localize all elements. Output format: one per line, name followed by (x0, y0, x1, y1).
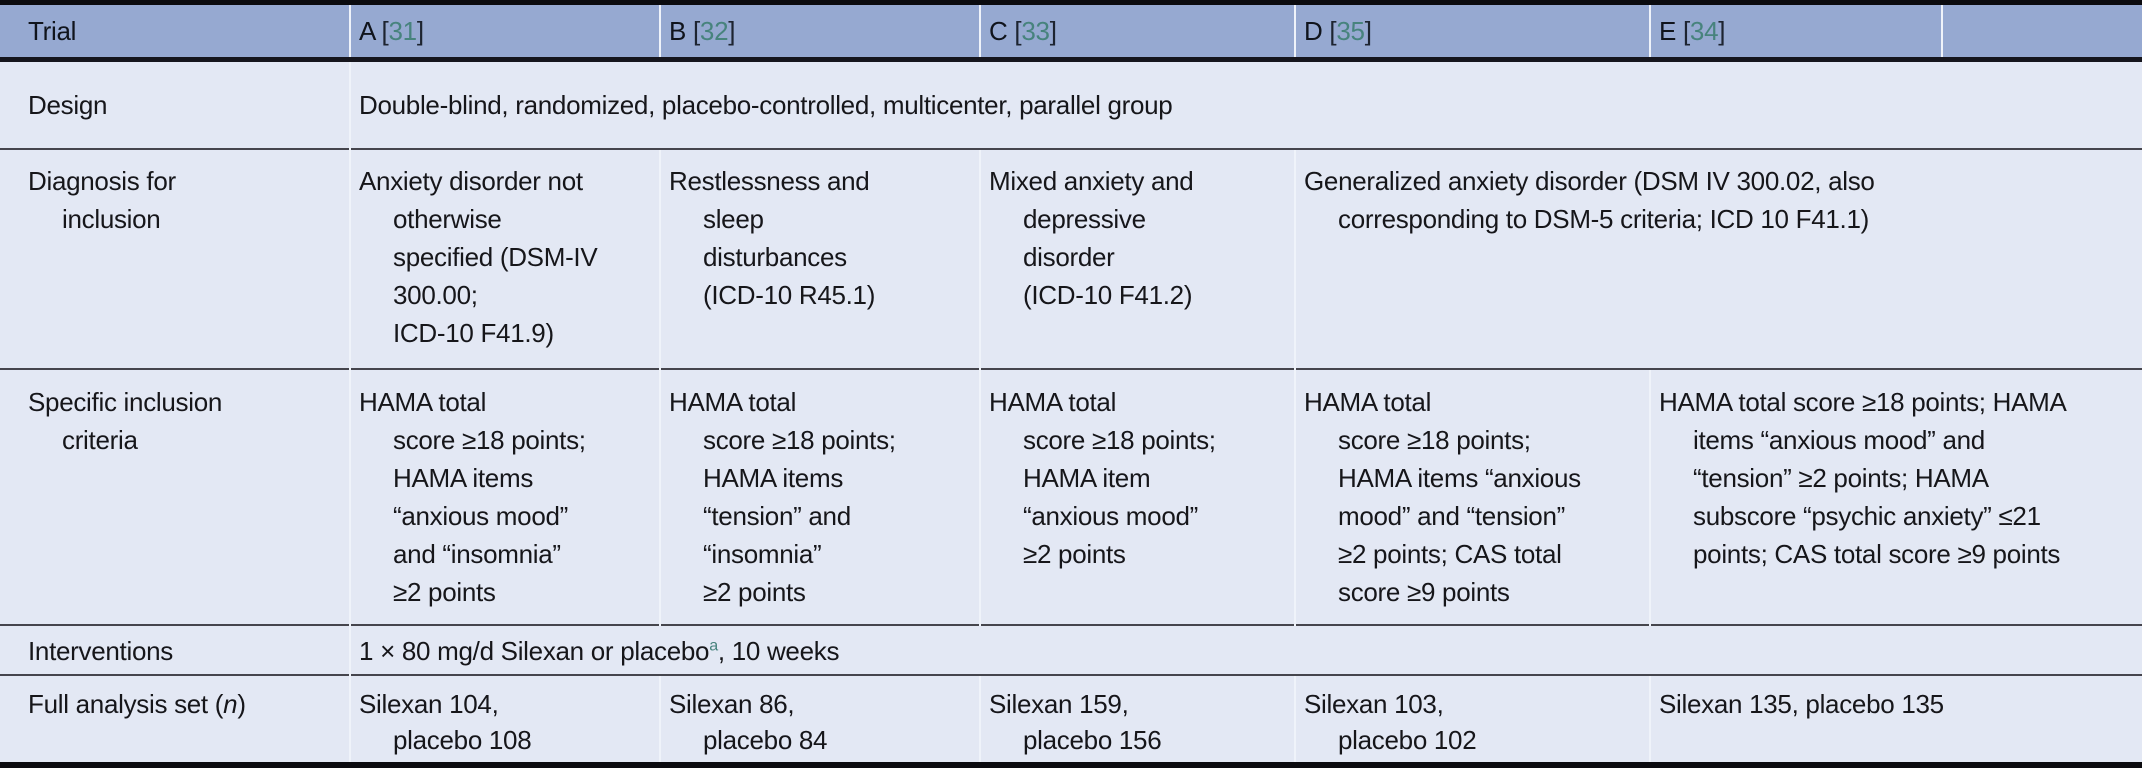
citation-bracket: [ (1682, 16, 1690, 46)
cell-criteria-c: HAMA total score ≥18 points; HAMA item “… (979, 368, 1295, 625)
citation-bracket: ] (1718, 16, 1726, 46)
header-cell-trial-e: E [34] (1649, 2, 1942, 60)
interventions-text: 1 × 80 mg/d Silexan or placebo (359, 636, 710, 666)
cell-diagnosis-c: Mixed anxiety and depressive disorder (I… (979, 148, 1295, 369)
cell-diagnosis-a: Anxiety disorder not otherwise specified… (349, 148, 660, 369)
cell-full-analysis-c: Silexan 159, placebo 156 (979, 674, 1295, 765)
cell-diagnosis-de: Generalized anxiety disorder (DSM IV 300… (1294, 148, 2142, 369)
citation-link-32[interactable]: 32 (699, 16, 729, 46)
cell-criteria-d: HAMA total score ≥18 points; HAMA items … (1294, 368, 1650, 625)
citation-bracket: [ (381, 16, 389, 46)
cell-criteria-b: HAMA total score ≥18 points; HAMA items … (659, 368, 980, 625)
header-cell-trial-d: D [35] (1294, 2, 1650, 60)
row-label-full-analysis-set: Full analysis set (n) (0, 674, 350, 765)
header-cell-trial-c: C [33] (979, 2, 1295, 60)
footnote-marker-a[interactable]: a (709, 636, 718, 655)
full-analysis-label-close: ) (237, 689, 246, 719)
row-label-interventions: Interventions (0, 624, 350, 675)
trial-letter: C (989, 16, 1008, 46)
citation-link-34[interactable]: 34 (1689, 16, 1719, 46)
trial-letter: D (1304, 16, 1323, 46)
row-full-analysis-set: Full analysis set (n) Silexan 104, place… (0, 674, 2142, 765)
citation-bracket: [ (1014, 16, 1022, 46)
cell-full-analysis-e: Silexan 135, placebo 135 (1649, 674, 2142, 765)
header-cell-trial-b: B [32] (659, 2, 980, 60)
trial-letter: A (359, 16, 375, 46)
row-label-diagnosis: Diagnosis for inclusion (0, 148, 350, 369)
row-diagnosis: Diagnosis for inclusion Anxiety disorder… (0, 148, 2142, 369)
row-design: Design Double-blind, randomized, placebo… (0, 57, 2142, 149)
cell-full-analysis-d: Silexan 103, placebo 102 (1294, 674, 1650, 765)
trial-letter: B (669, 16, 687, 46)
full-analysis-label-n: n (223, 689, 238, 719)
citation-link-33[interactable]: 33 (1021, 16, 1050, 46)
trial-letter: E (1659, 16, 1677, 46)
row-label-criteria: Specific inclusion criteria (0, 368, 350, 625)
citation-bracket: [ (692, 16, 700, 46)
row-label-design: Design (0, 57, 350, 149)
header-cell-trial: Trial (0, 2, 350, 60)
row-interventions: Interventions 1 × 80 mg/d Silexan or pla… (0, 624, 2142, 675)
table-header-row: Trial A [31] B [32] C [33] D [35] E [34] (0, 2, 2142, 60)
cell-criteria-e: HAMA total score ≥18 points; HAMA items … (1649, 368, 2142, 625)
citation-bracket: ] (1364, 16, 1372, 46)
header-cell-spacer (1941, 2, 2142, 60)
row-criteria: Specific inclusion criteria HAMA total s… (0, 368, 2142, 625)
cell-full-analysis-b: Silexan 86, placebo 84 (659, 674, 980, 765)
cell-diagnosis-b: Restlessness and sleep disturbances (ICD… (659, 148, 980, 369)
citation-bracket: ] (728, 16, 736, 46)
interventions-text-suffix: , 10 weeks (717, 636, 840, 666)
citation-bracket: ] (1049, 16, 1057, 46)
citation-link-35[interactable]: 35 (1336, 16, 1365, 46)
full-analysis-label: Full analysis set ( (28, 689, 224, 719)
cell-criteria-a: HAMA total score ≥18 points; HAMA items … (349, 368, 660, 625)
citation-bracket: ] (416, 16, 424, 46)
cell-full-analysis-a: Silexan 104, placebo 108 (349, 674, 660, 765)
citation-bracket: [ (1329, 16, 1337, 46)
cell-interventions-value: 1 × 80 mg/d Silexan or placeboa, 10 week… (349, 624, 2142, 675)
cell-design-value: Double-blind, randomized, placebo-contro… (349, 57, 2142, 149)
header-cell-trial-a: A [31] (349, 2, 660, 60)
citation-link-31[interactable]: 31 (388, 16, 417, 46)
